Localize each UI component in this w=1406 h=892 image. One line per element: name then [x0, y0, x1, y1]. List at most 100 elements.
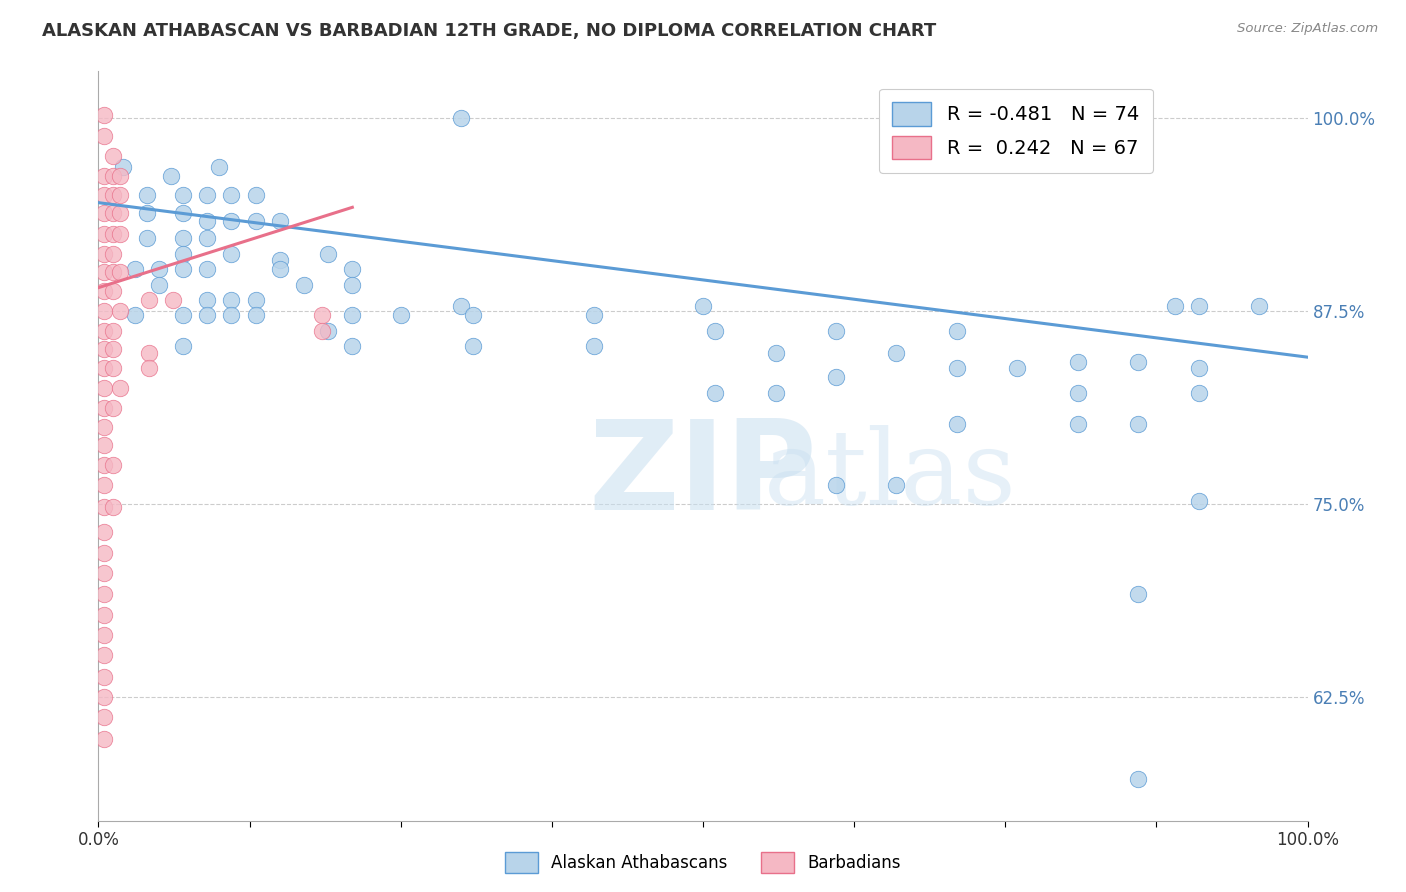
Point	[1249, 299, 1271, 313]
Point	[93, 438, 115, 452]
Point	[135, 231, 157, 245]
Point	[93, 227, 115, 241]
Point	[93, 500, 115, 514]
Point	[162, 293, 184, 307]
Point	[195, 262, 218, 277]
Point	[316, 324, 339, 338]
Point	[704, 385, 727, 400]
Point	[195, 214, 218, 228]
Text: atlas: atlas	[763, 425, 1017, 527]
Point	[93, 246, 115, 260]
Point	[245, 309, 267, 323]
Point	[93, 284, 115, 298]
Point	[101, 343, 124, 357]
Point	[101, 458, 124, 473]
Point	[765, 345, 787, 359]
Point	[93, 731, 115, 746]
Point	[93, 690, 115, 704]
Point	[101, 206, 124, 220]
Point	[1067, 417, 1090, 431]
Legend: R = -0.481   N = 74, R =  0.242   N = 67: R = -0.481 N = 74, R = 0.242 N = 67	[879, 88, 1153, 173]
Point	[108, 381, 131, 395]
Point	[583, 309, 606, 323]
Point	[138, 361, 160, 376]
Point	[316, 246, 339, 260]
Text: Source: ZipAtlas.com: Source: ZipAtlas.com	[1237, 22, 1378, 36]
Point	[311, 309, 333, 323]
Text: ZIP: ZIP	[589, 416, 817, 536]
Point	[583, 339, 606, 353]
Point	[138, 345, 160, 359]
Point	[195, 231, 218, 245]
Point	[93, 107, 115, 121]
Point	[148, 262, 170, 277]
Point	[135, 188, 157, 202]
Point	[1188, 385, 1211, 400]
Point	[93, 586, 115, 600]
Point	[108, 227, 131, 241]
Point	[108, 303, 131, 318]
Point	[221, 309, 243, 323]
Point	[93, 381, 115, 395]
Point	[245, 293, 267, 307]
Point	[1128, 772, 1150, 786]
Point	[463, 339, 485, 353]
Point	[886, 345, 908, 359]
Point	[124, 309, 146, 323]
Point	[269, 214, 291, 228]
Point	[825, 370, 848, 384]
Point	[1128, 586, 1150, 600]
Point	[704, 324, 727, 338]
Point	[450, 299, 472, 313]
Point	[221, 246, 243, 260]
Point	[93, 546, 115, 560]
Point	[1163, 299, 1185, 313]
Text: ALASKAN ATHABASCAN VS BARBADIAN 12TH GRADE, NO DIPLOMA CORRELATION CHART: ALASKAN ATHABASCAN VS BARBADIAN 12TH GRA…	[42, 22, 936, 40]
Point	[195, 188, 218, 202]
Point	[195, 309, 218, 323]
Point	[93, 401, 115, 416]
Point	[93, 710, 115, 724]
Point	[138, 293, 160, 307]
Point	[269, 252, 291, 267]
Point	[1067, 355, 1090, 369]
Point	[172, 188, 194, 202]
Point	[389, 309, 412, 323]
Point	[101, 169, 124, 184]
Point	[108, 169, 131, 184]
Point	[93, 566, 115, 581]
Point	[93, 188, 115, 202]
Point	[946, 417, 969, 431]
Point	[93, 478, 115, 492]
Point	[245, 214, 267, 228]
Point	[172, 309, 194, 323]
Point	[93, 303, 115, 318]
Point	[93, 670, 115, 684]
Point	[93, 628, 115, 642]
Point	[825, 324, 848, 338]
Point	[135, 206, 157, 220]
Point	[108, 206, 131, 220]
Point	[108, 265, 131, 279]
Point	[450, 111, 472, 125]
Point	[172, 206, 194, 220]
Point	[124, 262, 146, 277]
Point	[221, 188, 243, 202]
Point	[101, 500, 124, 514]
Point	[101, 401, 124, 416]
Point	[93, 524, 115, 539]
Point	[463, 309, 485, 323]
Point	[1128, 417, 1150, 431]
Point	[108, 188, 131, 202]
Point	[93, 343, 115, 357]
Point	[93, 361, 115, 376]
Point	[692, 299, 714, 313]
Point	[342, 262, 364, 277]
Point	[148, 277, 170, 292]
Point	[160, 169, 183, 184]
Point	[172, 262, 194, 277]
Point	[101, 149, 124, 163]
Point	[946, 324, 969, 338]
Point	[311, 324, 333, 338]
Point	[101, 227, 124, 241]
